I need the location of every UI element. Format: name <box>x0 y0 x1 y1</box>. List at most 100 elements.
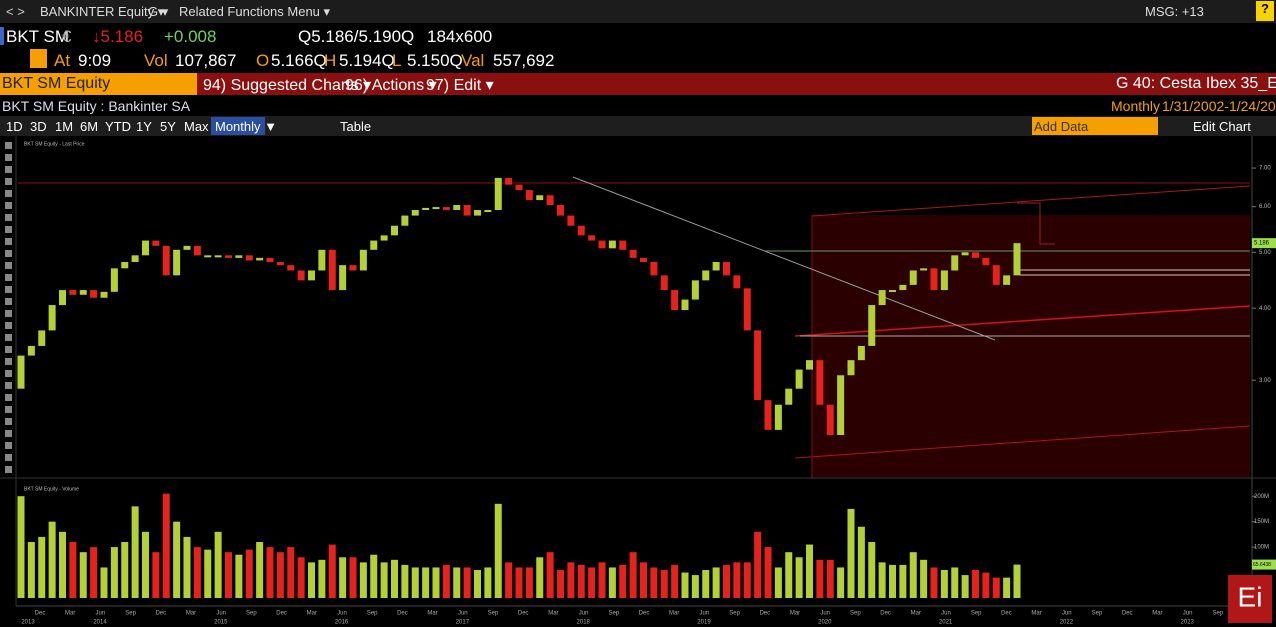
x-month-label: Dec <box>276 611 287 617</box>
function-bar: BKT SM Equity 94) Suggested Charts ▾ 96)… <box>0 73 1276 95</box>
range-button[interactable]: 5Y <box>160 119 176 134</box>
x-month-label: Dec <box>880 611 891 617</box>
x-month-label: Mar <box>65 611 75 617</box>
volume-tick-label: 200M <box>1254 494 1269 500</box>
candle-body <box>173 249 181 276</box>
msg[interactable]: MSG: +13 <box>1145 4 1204 19</box>
range-button[interactable]: 1M <box>55 119 74 134</box>
volume-bar <box>422 567 430 598</box>
candle-body <box>391 225 398 236</box>
table-button[interactable]: Table <box>340 119 372 134</box>
volume-bar <box>961 575 969 598</box>
help-button[interactable]: ? <box>1256 1 1274 21</box>
tool-icon <box>5 382 12 389</box>
y-tick-label: 5.00 <box>1259 250 1271 256</box>
volume-bar <box>142 531 149 598</box>
candle-body <box>857 345 865 361</box>
logo: Ei <box>1238 581 1263 612</box>
x-month-label: Mar <box>427 611 437 617</box>
candle-body <box>671 290 679 311</box>
candle-body <box>401 215 409 226</box>
suggested-charts[interactable]: 94) Suggested Charts ▾ <box>203 77 372 94</box>
nav-arrows[interactable]: < > <box>6 4 25 19</box>
volume-tick-label: 100M <box>1254 545 1269 551</box>
volume-bar <box>723 564 730 598</box>
candle-body <box>411 210 419 216</box>
chart-name: G 40: Cesta Ibex 35_Ei_d <box>1116 75 1276 92</box>
range-button[interactable]: 3D <box>30 119 47 134</box>
range-button[interactable]: 6M <box>80 119 99 134</box>
logo-box <box>1228 575 1272 623</box>
candle-body <box>733 275 741 289</box>
range-button[interactable]: Max <box>184 119 209 134</box>
x-year-label: 2018 <box>577 620 591 626</box>
x-month-label: Mar <box>186 611 196 617</box>
candle-body <box>162 245 170 276</box>
add-data[interactable]: Add Data <box>1032 117 1158 135</box>
security-menu[interactable]: BANKINTER Equity ▾ <box>40 4 165 19</box>
candle-body <box>131 255 139 263</box>
bid-ask: Q5.186/5.190Q <box>298 27 415 46</box>
candle-body <box>256 257 264 261</box>
volume-bar <box>328 544 336 598</box>
volume-bar <box>567 562 575 598</box>
candle-body <box>27 345 35 356</box>
candle-body <box>951 255 959 271</box>
g-menu[interactable]: G ▾ <box>148 4 169 19</box>
candle-body <box>90 290 98 298</box>
candle-body <box>121 262 129 269</box>
edit-chart[interactable]: Edit Chart <box>1193 119 1251 134</box>
volume-bar <box>712 567 720 598</box>
volume-bar <box>868 542 876 598</box>
channel-fill <box>812 215 1250 478</box>
volume-bar <box>494 503 502 598</box>
size: 184x600 <box>427 27 493 46</box>
candle-body <box>494 177 502 211</box>
candle-body <box>795 369 803 389</box>
candle-body <box>878 290 886 306</box>
candle-body <box>577 225 585 236</box>
candle-body <box>463 204 471 216</box>
candle-body <box>1003 275 1011 285</box>
edit[interactable]: 97) Edit ▾ <box>426 77 494 94</box>
x-year-label: 2021 <box>939 620 953 626</box>
ticker: BKT SM <box>6 27 69 46</box>
volume-bar <box>608 567 616 598</box>
candle-body <box>837 375 845 436</box>
candle-body <box>702 270 710 281</box>
volume-bar <box>774 567 782 598</box>
volume-bar <box>702 570 710 598</box>
price-legend: BKT SM Equity - Last Price <box>24 141 85 147</box>
candle-body <box>743 288 751 331</box>
candle-body <box>110 268 118 292</box>
actions[interactable]: 96) Actions ▾ <box>345 77 437 94</box>
period: Monthly <box>1111 98 1161 114</box>
x-month-label: Mar <box>911 611 921 617</box>
x-month-label: Jun <box>941 611 951 617</box>
volume-bar <box>577 564 585 598</box>
x-month-label: Jun <box>458 611 468 617</box>
tool-icon <box>5 274 12 281</box>
candle-body <box>847 360 855 376</box>
volume-bar <box>847 508 855 598</box>
candle-body <box>940 270 948 291</box>
candle-body <box>308 270 315 281</box>
candle-body <box>806 360 813 370</box>
volume-bar <box>318 559 326 598</box>
frequency[interactable]: Monthly ▼ <box>211 117 277 135</box>
tool-icon <box>5 190 12 197</box>
chart-toolbar: Monthly ▼ Table Add Data Edit Chart 1D 3D… <box>0 116 1276 136</box>
candle-body <box>723 262 730 276</box>
channel-upper <box>811 185 1251 217</box>
volume-bar <box>17 496 25 598</box>
volume-bar <box>940 570 948 598</box>
range-button[interactable]: 1Y <box>136 119 152 134</box>
candle-body <box>235 255 243 258</box>
security-box[interactable]: BKT SM Equity <box>0 73 197 95</box>
range-button[interactable]: YTD <box>105 119 131 134</box>
candle-body <box>920 268 928 271</box>
volume-bar <box>339 557 347 598</box>
open: 5.166Q <box>271 51 327 70</box>
related-menu[interactable]: Related Functions Menu ▾ <box>179 4 331 19</box>
range-button[interactable]: 1D <box>6 119 23 134</box>
